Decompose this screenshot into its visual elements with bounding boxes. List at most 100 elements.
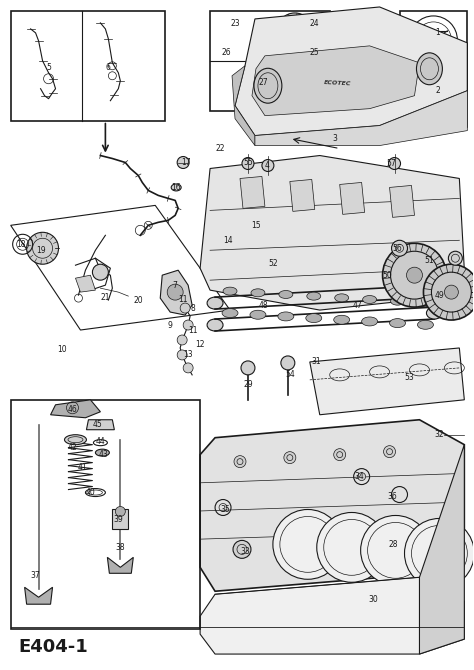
Bar xyxy=(112,509,128,529)
Text: 39: 39 xyxy=(113,515,123,524)
Ellipse shape xyxy=(222,309,238,318)
Polygon shape xyxy=(255,43,467,145)
Ellipse shape xyxy=(391,297,404,305)
Circle shape xyxy=(234,456,246,468)
Bar xyxy=(11,400,200,629)
Ellipse shape xyxy=(362,317,378,326)
Text: 20: 20 xyxy=(134,295,143,305)
Ellipse shape xyxy=(250,310,266,319)
Polygon shape xyxy=(340,182,365,214)
Ellipse shape xyxy=(207,319,223,331)
Polygon shape xyxy=(200,155,465,310)
Text: 57: 57 xyxy=(387,159,396,168)
Text: 7: 7 xyxy=(173,281,178,289)
Text: 27: 27 xyxy=(258,78,268,87)
Text: 9: 9 xyxy=(168,320,173,330)
Circle shape xyxy=(423,264,474,320)
Text: 53: 53 xyxy=(405,373,414,383)
Ellipse shape xyxy=(279,291,293,298)
Ellipse shape xyxy=(418,320,433,329)
Text: 17: 17 xyxy=(182,158,191,167)
Circle shape xyxy=(177,157,189,168)
Polygon shape xyxy=(200,419,465,591)
Circle shape xyxy=(358,472,365,480)
Text: 1: 1 xyxy=(435,28,440,38)
Text: 2: 2 xyxy=(435,86,440,95)
Circle shape xyxy=(392,241,408,256)
Ellipse shape xyxy=(171,184,181,191)
Circle shape xyxy=(404,519,474,588)
Text: 32: 32 xyxy=(435,430,444,440)
Polygon shape xyxy=(240,176,265,208)
Text: 47: 47 xyxy=(353,301,363,310)
Polygon shape xyxy=(232,66,255,145)
Text: 51: 51 xyxy=(425,256,434,265)
Polygon shape xyxy=(200,578,465,654)
Text: ECOTEC: ECOTEC xyxy=(324,80,352,86)
Text: 5: 5 xyxy=(46,63,51,72)
Text: 35: 35 xyxy=(220,505,230,514)
Text: 10: 10 xyxy=(58,346,67,354)
Ellipse shape xyxy=(251,289,265,297)
Text: 28: 28 xyxy=(389,540,398,549)
Ellipse shape xyxy=(95,449,109,456)
Text: 46: 46 xyxy=(68,405,77,414)
Circle shape xyxy=(233,541,251,558)
Ellipse shape xyxy=(207,297,223,309)
Circle shape xyxy=(262,159,274,172)
Text: 12: 12 xyxy=(195,340,205,350)
Ellipse shape xyxy=(254,68,282,103)
Polygon shape xyxy=(86,419,114,429)
Circle shape xyxy=(241,361,255,375)
Text: 21: 21 xyxy=(100,293,110,302)
Ellipse shape xyxy=(306,314,322,322)
Circle shape xyxy=(448,251,462,265)
Circle shape xyxy=(281,356,295,370)
Circle shape xyxy=(177,335,187,345)
Ellipse shape xyxy=(223,287,237,295)
Text: 18: 18 xyxy=(16,240,26,249)
Polygon shape xyxy=(310,348,465,415)
Text: 40: 40 xyxy=(85,488,95,497)
Circle shape xyxy=(27,232,58,264)
Text: 14: 14 xyxy=(223,236,233,245)
Circle shape xyxy=(389,157,401,170)
Circle shape xyxy=(180,303,190,313)
Circle shape xyxy=(167,284,183,300)
Polygon shape xyxy=(290,180,315,211)
Text: 54: 54 xyxy=(285,371,295,379)
Text: 3: 3 xyxy=(332,134,337,143)
Circle shape xyxy=(383,243,447,307)
Polygon shape xyxy=(252,46,419,116)
Bar xyxy=(210,11,330,111)
Circle shape xyxy=(334,449,346,461)
Ellipse shape xyxy=(307,292,321,300)
Polygon shape xyxy=(235,7,467,135)
Bar xyxy=(11,11,165,121)
Text: 34: 34 xyxy=(355,472,365,481)
Polygon shape xyxy=(108,557,133,574)
Text: 29: 29 xyxy=(243,381,253,389)
Ellipse shape xyxy=(334,316,350,324)
Circle shape xyxy=(273,509,343,580)
Circle shape xyxy=(243,221,257,235)
Text: 45: 45 xyxy=(92,420,102,429)
Circle shape xyxy=(92,264,109,280)
Text: 11: 11 xyxy=(178,295,188,304)
Text: 23: 23 xyxy=(230,19,240,28)
Text: 4: 4 xyxy=(264,161,269,170)
Text: E404-1: E404-1 xyxy=(18,638,88,656)
Circle shape xyxy=(242,157,254,170)
Text: 31: 31 xyxy=(311,357,320,366)
Polygon shape xyxy=(220,220,250,241)
Ellipse shape xyxy=(419,299,432,307)
Circle shape xyxy=(383,446,395,458)
Polygon shape xyxy=(419,445,465,654)
Text: 19: 19 xyxy=(36,246,46,255)
Text: 26: 26 xyxy=(221,48,231,58)
Text: 22: 22 xyxy=(215,144,225,153)
Ellipse shape xyxy=(363,295,376,304)
Ellipse shape xyxy=(427,307,442,319)
Text: 8: 8 xyxy=(191,304,195,313)
Text: 33: 33 xyxy=(240,547,250,556)
